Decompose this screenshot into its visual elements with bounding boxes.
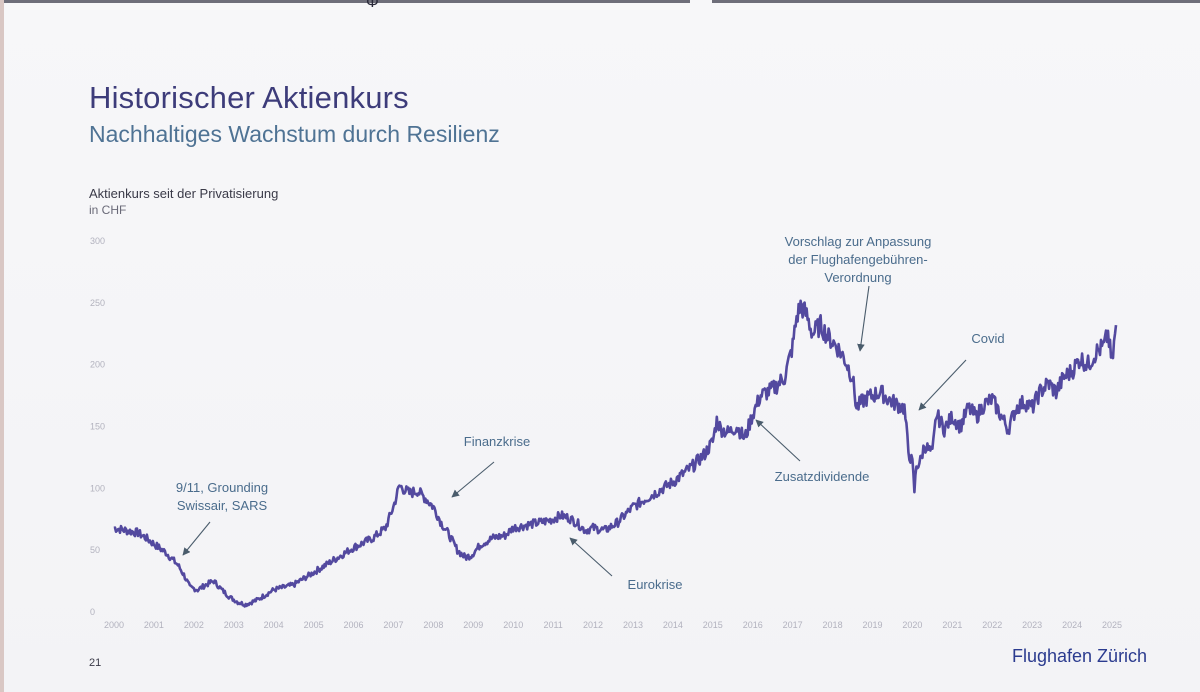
binder-ring-icon: Φ xyxy=(366,0,379,11)
annotation-arrow xyxy=(451,461,495,498)
x-tick-label: 2023 xyxy=(1022,620,1042,630)
x-tick-label: 2022 xyxy=(982,620,1002,630)
company-logo: Flughafen Zürich xyxy=(1012,646,1148,666)
page-title: Historischer Aktienkurs xyxy=(89,80,409,115)
x-tick-label: 2016 xyxy=(743,620,763,630)
x-tick-label: 2003 xyxy=(224,620,244,630)
top-rule-right xyxy=(712,0,1200,3)
x-tick-label: 2008 xyxy=(423,620,443,630)
annotation-label: Finanzkrise xyxy=(464,434,530,449)
annotation-arrow xyxy=(918,359,967,411)
annotation-arrow xyxy=(182,521,211,556)
annotation-label: 9/11, Grounding Swissair, SARS xyxy=(176,480,268,513)
annotation-arrow xyxy=(569,537,613,577)
x-tick-label: 2010 xyxy=(503,620,523,630)
y-tick-label: 200 xyxy=(90,360,105,370)
x-tick-label: 2012 xyxy=(583,620,603,630)
page-number: 21 xyxy=(89,657,102,669)
x-tick-label: 2019 xyxy=(862,620,882,630)
x-tick-label: 2009 xyxy=(463,620,483,630)
chart-caption: Aktienkurs seit der Privatisierung xyxy=(89,186,279,201)
x-tick-label: 2015 xyxy=(703,620,723,630)
y-tick-label: 150 xyxy=(90,422,105,432)
y-tick-label: 50 xyxy=(90,545,100,555)
chart-unit: in CHF xyxy=(89,203,127,217)
annotation-label: Zusatzdividende xyxy=(775,469,870,484)
x-tick-label: 2000 xyxy=(104,620,124,630)
y-tick-label: 250 xyxy=(90,298,105,308)
x-tick-label: 2007 xyxy=(383,620,403,630)
page-subtitle: Nachhaltiges Wachstum durch Resilienz xyxy=(89,121,500,147)
annotation-arrow xyxy=(755,419,801,462)
price-series-line xyxy=(113,299,1118,608)
x-tick-label: 2020 xyxy=(902,620,922,630)
x-tick-label: 2001 xyxy=(144,620,164,630)
annotation-label: Eurokrise xyxy=(628,577,683,592)
x-tick-label: 2002 xyxy=(184,620,204,630)
y-tick-label: 100 xyxy=(90,483,105,493)
x-tick-label: 2025 xyxy=(1102,620,1122,630)
slide-edge xyxy=(0,0,4,692)
top-rule xyxy=(0,0,1200,3)
x-tick-label: 2021 xyxy=(942,620,962,630)
x-tick-label: 2018 xyxy=(823,620,843,630)
y-tick-label: 300 xyxy=(90,236,105,246)
x-tick-label: 2004 xyxy=(264,620,284,630)
x-tick-label: 2024 xyxy=(1062,620,1082,630)
top-rule-left xyxy=(0,0,690,3)
annotation-arrow xyxy=(857,285,870,352)
x-tick-label: 2005 xyxy=(304,620,324,630)
x-tick-label: 2014 xyxy=(663,620,683,630)
x-tick-label: 2006 xyxy=(344,620,364,630)
x-tick-label: 2017 xyxy=(783,620,803,630)
x-tick-label: 2011 xyxy=(543,620,562,630)
y-tick-label: 0 xyxy=(90,607,95,617)
annotation-label: Vorschlag zur Anpassung der Flughafengebü… xyxy=(785,234,932,285)
annotation-label: Covid xyxy=(971,331,1004,346)
x-tick-label: 2013 xyxy=(623,620,643,630)
